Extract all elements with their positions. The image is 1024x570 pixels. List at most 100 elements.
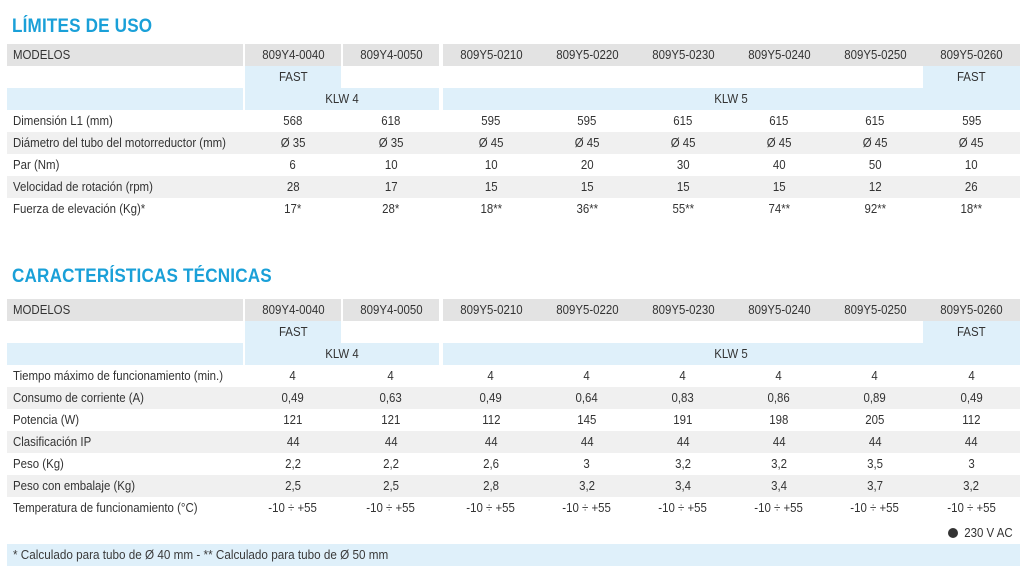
- model-header-cell-text: 809Y5-0230: [651, 302, 715, 317]
- value-cell-text: 4: [289, 368, 297, 383]
- value-cell-text: 112: [962, 412, 981, 427]
- value-cell-text: 121: [283, 412, 303, 427]
- value-cell: 4: [827, 365, 923, 387]
- value-cell: 4: [343, 365, 439, 387]
- value-cell: 10: [923, 154, 1020, 176]
- model-header-cell: 809Y5-0250: [827, 299, 923, 321]
- model-header-cell: 809Y4-0050: [343, 44, 439, 66]
- power-note: 230 V AC: [948, 522, 1016, 544]
- value-cell: 3,7: [827, 475, 923, 497]
- row-label: Par (Nm): [7, 154, 243, 176]
- value-cell: -10 ÷ +55: [635, 497, 731, 519]
- value-cell: 2,6: [443, 453, 539, 475]
- row-label-text: Velocidad de rotación (rpm): [13, 179, 153, 194]
- value-cell-text: 2,2: [383, 456, 399, 471]
- value-cell: 2,2: [245, 453, 341, 475]
- value-cell-text: 2,8: [483, 478, 499, 493]
- value-cell: 2,5: [245, 475, 341, 497]
- power-note-text: 230 V AC: [964, 525, 1013, 540]
- model-header-cell-text: 809Y5-0210: [459, 47, 523, 62]
- value-cell: 595: [923, 110, 1020, 132]
- value-cell: 4: [443, 365, 539, 387]
- value-cell: -10 ÷ +55: [343, 497, 439, 519]
- value-cell: 18**: [443, 198, 539, 220]
- model-header-cell: 809Y4-0040: [245, 299, 341, 321]
- value-cell-text: 0,49: [960, 390, 983, 405]
- value-cell-text: 3,2: [963, 478, 980, 493]
- value-cell: 17: [343, 176, 439, 198]
- value-cell-text: Ø 35: [280, 135, 306, 150]
- value-cell: 2,8: [443, 475, 539, 497]
- table-row: [7, 387, 1020, 409]
- value-cell-text: 44: [772, 434, 786, 449]
- value-cell-text: 44: [676, 434, 690, 449]
- group-row-spacer: [7, 88, 243, 110]
- value-cell-text: 20: [580, 157, 594, 172]
- value-cell-text: 0,49: [479, 390, 503, 405]
- value-cell: 198: [731, 409, 827, 431]
- fast-badge-text: FAST: [957, 69, 986, 84]
- value-cell-text: 44: [286, 434, 300, 449]
- value-cell: 121: [343, 409, 439, 431]
- value-cell-text: 4: [583, 368, 591, 383]
- value-cell: -10 ÷ +55: [923, 497, 1020, 519]
- value-cell: 40: [731, 154, 827, 176]
- value-cell-text: 44: [484, 434, 498, 449]
- value-cell-text: 4: [871, 368, 879, 383]
- row-label: Tiempo máximo de funcionamiento (min.): [7, 365, 243, 387]
- value-cell-text: 55**: [672, 201, 694, 216]
- value-cell: 191: [635, 409, 731, 431]
- fast-badge-text: FAST: [278, 69, 308, 84]
- value-cell: 2,2: [343, 453, 439, 475]
- value-cell-text: 30: [676, 157, 690, 172]
- value-cell-text: -10 ÷ +55: [947, 500, 996, 515]
- model-header-cell: 809Y5-0240: [731, 299, 827, 321]
- value-cell-text: 191: [673, 412, 693, 427]
- value-cell-text: 0,83: [671, 390, 695, 405]
- value-cell: 4: [923, 365, 1020, 387]
- row-label: Consumo de corriente (A): [7, 387, 243, 409]
- value-cell-text: 0,63: [379, 390, 403, 405]
- value-cell: 3,2: [539, 475, 635, 497]
- value-cell: 55**: [635, 198, 731, 220]
- value-cell: 74**: [731, 198, 827, 220]
- value-cell-text: 595: [577, 113, 597, 128]
- value-cell: 28: [245, 176, 341, 198]
- model-header-cell: 809Y5-0210: [443, 299, 539, 321]
- value-cell-text: 10: [965, 157, 978, 172]
- row-label-text: Tiempo máximo de funcionamiento (min.): [13, 368, 224, 383]
- value-cell: 92**: [827, 198, 923, 220]
- value-cell: -10 ÷ +55: [731, 497, 827, 519]
- value-cell-text: -10 ÷ +55: [562, 500, 612, 515]
- value-cell-text: 3: [968, 456, 975, 471]
- value-cell: Ø 35: [245, 132, 341, 154]
- value-cell: 0,63: [343, 387, 439, 409]
- row-label: Dimensión L1 (mm): [7, 110, 243, 132]
- value-cell-text: 15: [772, 179, 786, 194]
- bullet-icon: [948, 528, 959, 538]
- value-cell: 18**: [923, 198, 1020, 220]
- value-cell-text: 50: [868, 157, 882, 172]
- value-cell: 3,4: [635, 475, 731, 497]
- value-cell: 26: [923, 176, 1020, 198]
- model-header-cell-text: 809Y4-0040: [261, 302, 325, 317]
- value-cell: 15: [635, 176, 731, 198]
- value-cell-text: 615: [865, 113, 885, 128]
- value-cell-text: 6: [289, 157, 297, 172]
- value-cell-text: 12: [868, 179, 882, 194]
- model-header-cell-text: 809Y5-0230: [651, 47, 715, 62]
- model-header-cell: 809Y5-0220: [539, 299, 635, 321]
- value-cell: 205: [827, 409, 923, 431]
- value-cell-text: 3: [583, 456, 591, 471]
- models-header-label-text: MODELOS: [13, 47, 71, 62]
- value-cell: 10: [443, 154, 539, 176]
- value-cell: 145: [539, 409, 635, 431]
- value-cell: 112: [443, 409, 539, 431]
- group-klw5-text: KLW 5: [714, 346, 749, 361]
- table-row: [7, 132, 1020, 154]
- value-cell: 0,49: [245, 387, 341, 409]
- value-cell: 568: [245, 110, 341, 132]
- value-cell: 595: [443, 110, 539, 132]
- value-cell-text: 44: [965, 434, 978, 449]
- model-header-cell: 809Y4-0040: [245, 44, 341, 66]
